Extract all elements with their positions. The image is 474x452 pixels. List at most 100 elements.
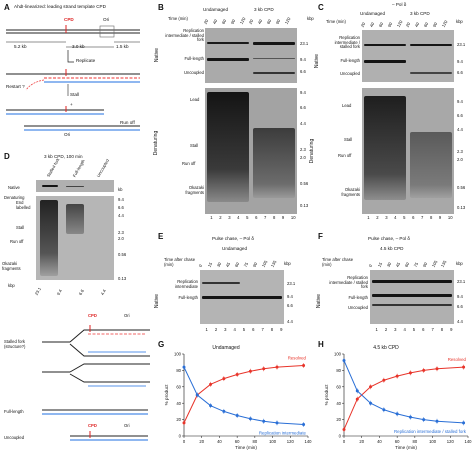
panel-c-letter: C	[318, 3, 324, 12]
panel-b-group-1: Undamaged	[203, 7, 229, 12]
chart-h-y-tick-label: 40	[336, 401, 341, 406]
panel-a-size-2: 3.0 kb	[72, 44, 85, 49]
panel-d-kb-6: 0.56	[118, 252, 127, 257]
chart-g-y-tick-label: 80	[176, 368, 181, 373]
panel-f-lane: 5	[412, 327, 416, 332]
panel-d-bkb-3: 6.6	[77, 288, 85, 296]
panel-c-lane: 2	[376, 215, 379, 220]
panel-f-lane: 3	[394, 327, 397, 332]
panel-e-lane: 2	[214, 327, 218, 332]
panel-b-time-4: 90	[229, 18, 237, 25]
chart-h-y-tick-label: 0	[339, 434, 342, 439]
panel-f-lane: 7	[431, 327, 434, 332]
panel-f-label-full: Full-length	[348, 295, 368, 300]
panel-b-group-2: 3 kb CPD	[254, 7, 274, 12]
chart-g-point	[248, 369, 252, 373]
panel-d-cpd-2: CPD	[88, 423, 97, 428]
panel-b-time-5: 120	[238, 16, 247, 25]
panel-f-time-7: 90	[421, 261, 429, 268]
panel-b-time-6: 20	[247, 18, 255, 25]
panel-d-kb-2: 6.6	[118, 205, 124, 210]
panel-e-kb-4: 4.4	[287, 319, 293, 324]
chart-g-point	[182, 365, 186, 369]
panel-e-lane: 5	[242, 327, 246, 332]
panel-e-kb-3: 6.6	[287, 303, 293, 308]
chart-g-point	[235, 373, 239, 376]
panel-b-kb-native-1: 23.1	[300, 41, 309, 46]
panel-e-lane: 7	[261, 327, 264, 332]
panel-c-native-gel	[362, 30, 454, 82]
panel-c-kb-native-2: 9.4	[457, 59, 463, 64]
panel-b-denat-gel	[205, 88, 297, 214]
panel-a-runoff: Run off	[120, 120, 135, 125]
chart-g-x-tick-label: 120	[287, 439, 295, 444]
panel-b-native-side: Native	[154, 47, 161, 63]
panel-f-time-label: Time after chase (min)	[322, 257, 354, 267]
panel-b-time-2: 40	[211, 18, 219, 25]
panel-d-kbp-title: kbp	[8, 283, 15, 288]
panel-c-time-7: 40	[413, 21, 421, 28]
panel-e-time-8: 105	[260, 259, 269, 268]
panel-c-lane: 1	[367, 215, 370, 220]
chart-g-x-tick-label: 80	[253, 439, 258, 444]
panel-f-kb-3: 6.6	[457, 304, 463, 309]
chart-h-point	[462, 365, 466, 369]
panel-d-kb-title: kb	[118, 187, 123, 192]
chart-h-x-label: Time (min)	[395, 445, 417, 450]
panel-c-denat-gel	[362, 88, 454, 214]
panel-e-label-full: Full-length	[178, 295, 198, 300]
panel-a-size-1: 5.2 kb	[14, 44, 27, 49]
chart-g-x-tick-label: 60	[235, 439, 240, 444]
chart-g-series-line-1	[183, 364, 304, 424]
panel-c-time-9: 90	[431, 21, 439, 28]
panel-b-stall: Stall	[190, 143, 199, 148]
panel-a-ori2: Ori	[64, 132, 71, 137]
panel-f-time-5: 60	[403, 261, 411, 268]
chart-g-y-tick-label: 60	[176, 384, 181, 389]
panel-a-plus: +	[70, 102, 73, 107]
chart-h-point	[382, 408, 386, 412]
panel-c-lane: 8	[429, 215, 433, 220]
panel-e-time-label: Time after chase (min)	[164, 257, 196, 267]
chart-h-y-tick-label: 20	[336, 417, 341, 422]
panel-c-lead: Lead	[342, 103, 352, 108]
panel-f-time-3: 30	[385, 261, 393, 268]
chart-g-point	[275, 365, 279, 369]
chart-h-x-tick-label: 0	[343, 439, 346, 444]
panel-f-time-1: 0	[367, 263, 374, 268]
panel-d-uncoupled-label: Uncoupled	[4, 435, 25, 440]
panel-c-time-6: 20	[404, 21, 412, 28]
chart-h-point	[408, 371, 412, 375]
panel-d-runoff: Run off	[10, 239, 24, 244]
chart-h-point	[369, 385, 373, 389]
panel-a-title: AhdI-linearized: leading strand template…	[14, 4, 106, 9]
panel-f-lane: 9	[450, 327, 453, 332]
panel-d-ori-1: Ori	[124, 313, 130, 318]
panel-b-time-10: 120	[283, 16, 292, 25]
panel-e-label-intermediate: Replication intermediate	[174, 279, 198, 289]
chart-g-point	[248, 417, 252, 421]
panel-c-denat-side: Denaturing	[309, 138, 316, 164]
chart-h-point	[435, 367, 439, 371]
chart-h-series-line-1	[343, 366, 464, 430]
panel-d-col-uncoupled: Uncoupled	[95, 158, 111, 178]
panel-e-time-3: 30	[215, 261, 223, 268]
panel-d-native-strip	[36, 180, 114, 192]
panel-f-kb-2: 9.4	[457, 294, 463, 299]
panel-b-kb-native-2: 9.4	[300, 57, 306, 62]
panel-c-label-uncoupled: Uncoupled	[339, 71, 360, 76]
panel-f-lane: 4	[403, 327, 406, 332]
panel-c-label-full: Full-length	[340, 58, 360, 63]
panel-b-kbp: kbp	[307, 16, 314, 21]
panel-b-time-label: Time (min)	[168, 16, 188, 21]
panel-d-bkb-4: 4.4	[99, 288, 107, 296]
panel-d-letter: D	[4, 152, 10, 161]
chart-g-x-tick-label: 140	[305, 439, 313, 444]
chart-h-x-tick-label: 120	[447, 439, 455, 444]
panel-e-lane: 9	[280, 327, 283, 332]
panel-b-kb-d2: 6.6	[300, 105, 306, 110]
panel-c-lane: 5	[403, 215, 406, 220]
panel-c-kb-d2: 6.6	[457, 113, 463, 118]
panel-c-kb-native-3: 6.6	[457, 70, 463, 75]
chart-h-point	[342, 427, 346, 431]
